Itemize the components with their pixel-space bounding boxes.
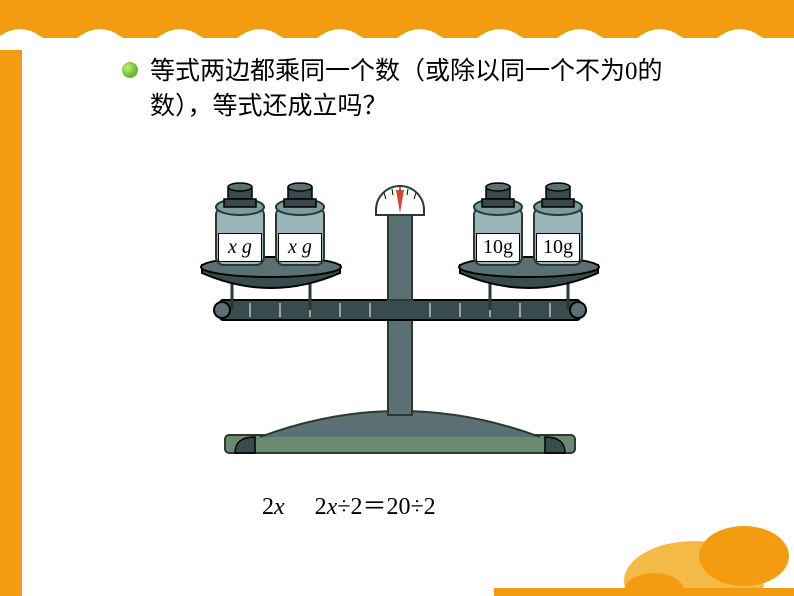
weight-label-text: 10g <box>483 236 513 258</box>
weight-label-text: x g <box>228 236 252 258</box>
left-orange-border <box>0 0 22 596</box>
weight-label-text: x g <box>288 236 312 258</box>
equation-rhs: 2x÷2＝20÷2 <box>315 494 436 520</box>
top-border <box>0 0 794 50</box>
weight-label-right-2: 10g <box>536 233 580 262</box>
bullet-icon <box>122 62 138 78</box>
weight-label-right-1: 10g <box>476 233 520 262</box>
weight-label-left-2: x g <box>278 233 322 262</box>
weight-label-left-1: x g <box>218 233 262 262</box>
question-text: 等式两边都乘同一个数（或除以同一个不为0的数），等式还成立吗？ <box>150 54 710 124</box>
balance-scale: x g x g 10g 10g <box>140 155 660 475</box>
bottom-blob-deco <box>494 496 794 596</box>
weight-label-text: 10g <box>543 236 573 258</box>
equation-lhs: 2x <box>262 494 285 520</box>
top-wave <box>0 22 794 50</box>
